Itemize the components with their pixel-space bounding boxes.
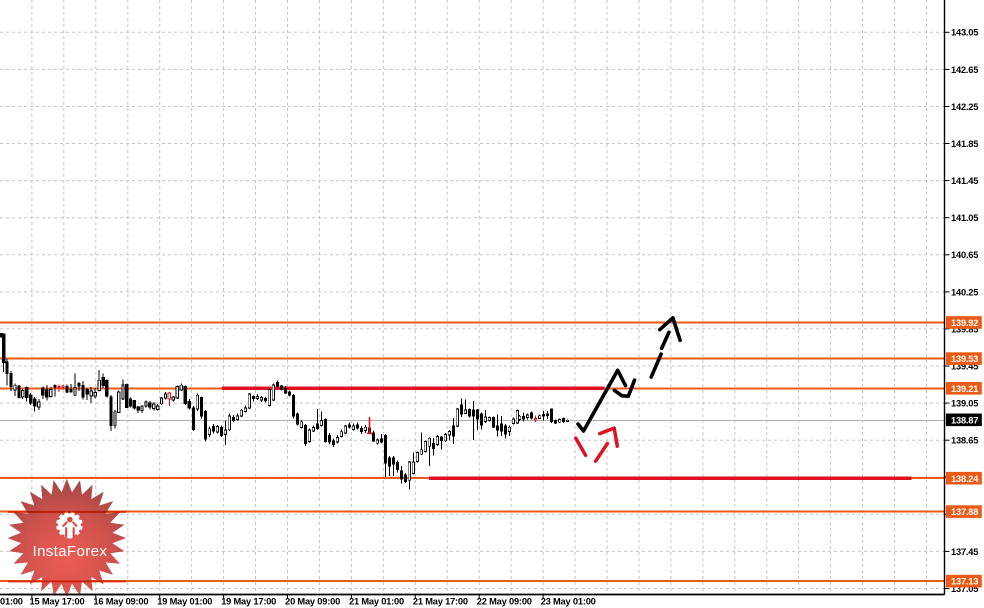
svg-text:139.05: 139.05	[951, 399, 978, 409]
svg-text:19 May 01:00: 19 May 01:00	[157, 597, 212, 607]
svg-text:141.05: 141.05	[951, 213, 978, 223]
svg-text:137.13: 137.13	[951, 577, 978, 587]
svg-text:21 May 17:00: 21 May 17:00	[413, 597, 468, 607]
svg-text:15 May 17:00: 15 May 17:00	[30, 597, 85, 607]
svg-text:20 May 09:00: 20 May 09:00	[285, 597, 340, 607]
svg-text:140.25: 140.25	[951, 287, 978, 297]
svg-text:01:00: 01:00	[0, 597, 23, 607]
svg-text:141.45: 141.45	[951, 176, 978, 186]
svg-text:142.25: 142.25	[951, 102, 978, 112]
svg-text:139.85: 139.85	[951, 324, 978, 334]
svg-text:21 May 01:00: 21 May 01:00	[349, 597, 404, 607]
svg-text:InstaForex: InstaForex	[33, 543, 108, 560]
svg-text:142.65: 142.65	[951, 65, 978, 75]
svg-text:139.21: 139.21	[951, 384, 978, 394]
svg-text:137.05: 137.05	[951, 584, 978, 594]
svg-text:139.53: 139.53	[951, 354, 978, 364]
svg-text:143.05: 143.05	[951, 28, 978, 38]
svg-text:22 May 09:00: 22 May 09:00	[477, 597, 532, 607]
svg-text:141.85: 141.85	[951, 139, 978, 149]
svg-text:139.92: 139.92	[951, 318, 978, 328]
svg-text:23 May 01:00: 23 May 01:00	[541, 597, 596, 607]
svg-text:19 May 17:00: 19 May 17:00	[221, 597, 276, 607]
svg-text:139.45: 139.45	[951, 361, 978, 371]
svg-text:138.65: 138.65	[951, 436, 978, 446]
svg-text:138.87: 138.87	[951, 415, 978, 425]
svg-text:16 May 09:00: 16 May 09:00	[93, 597, 148, 607]
svg-text:137.45: 137.45	[951, 547, 978, 557]
svg-text:140.65: 140.65	[951, 250, 978, 260]
svg-text:137.88: 137.88	[951, 507, 978, 517]
svg-text:138.24: 138.24	[951, 474, 979, 484]
